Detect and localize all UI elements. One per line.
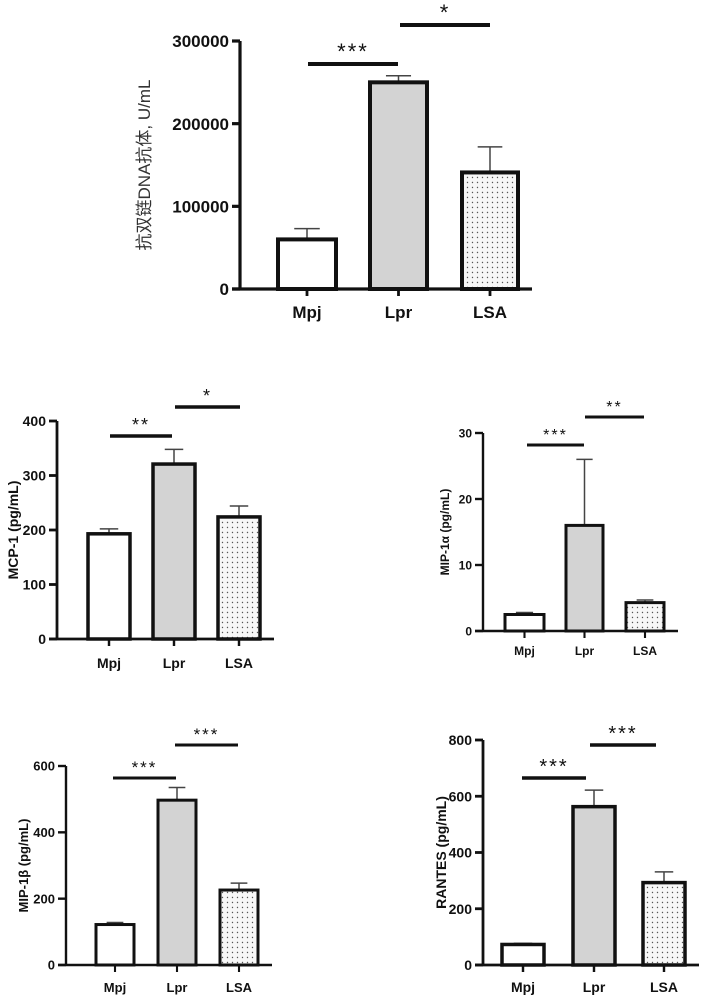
y-tick-label: 0 <box>48 958 55 973</box>
x-tick-label: LSA <box>225 655 253 671</box>
bar-Mpj <box>500 942 546 967</box>
x-tick-label: Lpr <box>385 303 413 322</box>
y-tick-label: 200000 <box>172 115 229 134</box>
x-tick-label: Mpj <box>104 980 126 995</box>
y-tick-label: 400 <box>33 825 55 840</box>
y-axis-label: RANTES (pg/mL) <box>433 796 449 909</box>
y-tick-label: 0 <box>220 280 229 299</box>
significance-label: *** <box>608 723 637 745</box>
y-tick-label: 600 <box>449 788 473 804</box>
significance-label: *** <box>132 758 158 777</box>
x-tick-label: Mpj <box>511 979 535 995</box>
bar-LSA <box>218 888 260 967</box>
y-tick-label: 200 <box>33 891 55 906</box>
x-tick-label: LSA <box>226 980 253 995</box>
y-tick-label: 20 <box>459 492 473 506</box>
x-tick-label: Lpr <box>163 655 186 671</box>
significance-label: *** <box>194 725 220 744</box>
bar-Mpj <box>503 613 546 633</box>
x-tick-label: Mpj <box>97 655 121 671</box>
y-axis-label: MIP-1α (pg/mL) <box>438 489 452 576</box>
y-axis-label: MIP-1β (pg/mL) <box>16 819 31 913</box>
y-tick-label: 30 <box>459 426 473 440</box>
y-axis-label: 抗双链DNA抗体, U/mL <box>135 80 154 251</box>
bar-LSA <box>624 601 666 633</box>
y-tick-label: 600 <box>33 759 55 774</box>
chart-panel-0: 0 100000 200000 300000 抗双链DNA抗体, U/mL Mpj Lpr L… <box>135 0 532 322</box>
bar-Lpr <box>564 523 605 633</box>
y-tick-label: 300000 <box>172 32 229 51</box>
y-tick-label: 0 <box>464 957 472 973</box>
bar-Lpr <box>368 80 429 292</box>
x-tick-label: Lpr <box>167 980 188 995</box>
x-tick-label: Mpj <box>514 644 535 658</box>
y-tick-label: 0 <box>465 624 472 638</box>
y-tick-label: 300 <box>23 468 47 484</box>
x-tick-label: LSA <box>633 644 657 658</box>
y-tick-label: 10 <box>459 558 473 572</box>
x-tick-label: LSA <box>473 303 507 322</box>
bar-LSA <box>460 170 520 291</box>
significance-label: * <box>203 386 212 406</box>
bar-Mpj <box>276 237 338 291</box>
significance-label: ** <box>606 399 622 416</box>
x-tick-label: LSA <box>650 979 678 995</box>
bar-LSA <box>641 880 687 967</box>
y-tick-label: 100000 <box>172 197 229 216</box>
chart-panel-3: 0 200 400 600 MIP-1β (pg/mL) Mpj Lpr LSA *** *** <box>16 725 272 995</box>
significance-label: *** <box>337 39 369 64</box>
x-tick-label: Lpr <box>575 644 595 658</box>
bar-Lpr <box>571 804 617 967</box>
y-tick-label: 100 <box>23 577 47 593</box>
significance-label: ** <box>132 415 150 435</box>
chart-panel-4: 0 200 400 600 800 RANTES (pg/mL) Mpj Lpr LSA *** *… <box>433 723 699 995</box>
y-tick-label: 400 <box>449 845 473 861</box>
bar-LSA <box>216 515 262 641</box>
y-tick-label: 800 <box>449 732 473 748</box>
bar-Lpr <box>151 462 197 641</box>
y-tick-label: 200 <box>449 901 473 917</box>
x-tick-label: Lpr <box>583 979 606 995</box>
significance-label: * <box>440 0 451 25</box>
y-tick-label: 200 <box>23 522 47 538</box>
bar-Mpj <box>86 532 132 641</box>
significance-label: *** <box>539 756 568 778</box>
significance-label: *** <box>543 427 568 444</box>
bar-Mpj <box>94 923 136 967</box>
y-tick-label: 0 <box>38 631 46 647</box>
bar-Lpr <box>156 798 198 967</box>
x-tick-label: Mpj <box>292 303 321 322</box>
y-axis-label: MCP-1 (pg/mL) <box>5 481 21 580</box>
y-tick-label: 400 <box>23 413 47 429</box>
